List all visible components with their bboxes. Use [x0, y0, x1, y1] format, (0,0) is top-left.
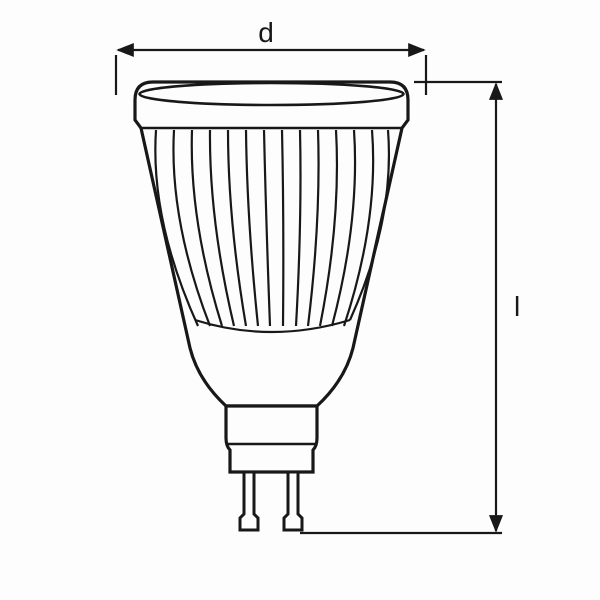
bulb-diagram: d l	[0, 0, 600, 600]
label-d: d	[258, 17, 274, 48]
bulb-outline	[135, 82, 408, 530]
gu10-pins	[240, 472, 302, 530]
label-l: l	[514, 291, 520, 322]
